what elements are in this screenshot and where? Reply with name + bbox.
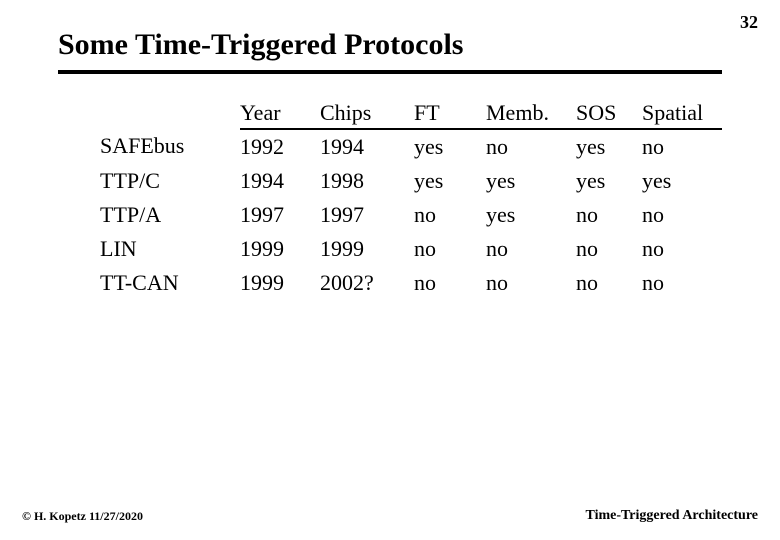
cell-spatial: yes (642, 164, 722, 198)
col-header-sos: SOS (576, 98, 642, 129)
col-header-name (100, 98, 240, 129)
col-header-chips: Chips (320, 98, 414, 129)
footer-title: Time-Triggered Architecture (586, 508, 759, 524)
cell-chips: 2002? (320, 266, 414, 300)
cell-chips: 1994 (320, 129, 414, 164)
col-header-memb: Memb. (486, 98, 576, 129)
cell-year: 1999 (240, 266, 320, 300)
col-header-year: Year (240, 98, 320, 129)
cell-name: SAFEbus (100, 129, 240, 164)
table-row: SAFEbus 1992 1994 yes no yes no (100, 129, 722, 164)
cell-ft: no (414, 266, 486, 300)
cell-ft: no (414, 232, 486, 266)
cell-year: 1992 (240, 129, 320, 164)
cell-spatial: no (642, 129, 722, 164)
cell-sos: no (576, 266, 642, 300)
table-row: LIN 1999 1999 no no no no (100, 232, 722, 266)
cell-chips: 1998 (320, 164, 414, 198)
col-header-ft: FT (414, 98, 486, 129)
title-rule (58, 70, 722, 74)
page-title: Some Time-Triggered Protocols (58, 28, 722, 70)
page-number: 32 (740, 12, 758, 33)
col-header-spatial: Spatial (642, 98, 722, 129)
cell-name: TT-CAN (100, 266, 240, 300)
slide: 32 Some Time-Triggered Protocols Year Ch… (0, 0, 780, 540)
cell-ft: yes (414, 164, 486, 198)
table-row: TT-CAN 1999 2002? no no no no (100, 266, 722, 300)
footer-copyright: © H. Kopetz 11/27/2020 (22, 509, 143, 524)
cell-chips: 1999 (320, 232, 414, 266)
cell-memb: yes (486, 164, 576, 198)
cell-ft: yes (414, 129, 486, 164)
cell-memb: no (486, 266, 576, 300)
cell-sos: no (576, 198, 642, 232)
cell-memb: yes (486, 198, 576, 232)
cell-memb: no (486, 129, 576, 164)
cell-name: TTP/C (100, 164, 240, 198)
cell-spatial: no (642, 198, 722, 232)
cell-sos: yes (576, 129, 642, 164)
cell-sos: no (576, 232, 642, 266)
cell-year: 1999 (240, 232, 320, 266)
table-row: TTP/C 1994 1998 yes yes yes yes (100, 164, 722, 198)
cell-spatial: no (642, 266, 722, 300)
table-row: TTP/A 1997 1997 no yes no no (100, 198, 722, 232)
cell-year: 1994 (240, 164, 320, 198)
cell-chips: 1997 (320, 198, 414, 232)
protocols-table-wrap: Year Chips FT Memb. SOS Spatial SAFEbus … (58, 98, 722, 300)
cell-memb: no (486, 232, 576, 266)
protocols-table: Year Chips FT Memb. SOS Spatial SAFEbus … (100, 98, 722, 300)
table-header-row: Year Chips FT Memb. SOS Spatial (100, 98, 722, 129)
cell-name: LIN (100, 232, 240, 266)
cell-ft: no (414, 198, 486, 232)
cell-spatial: no (642, 232, 722, 266)
cell-sos: yes (576, 164, 642, 198)
cell-name: TTP/A (100, 198, 240, 232)
cell-year: 1997 (240, 198, 320, 232)
